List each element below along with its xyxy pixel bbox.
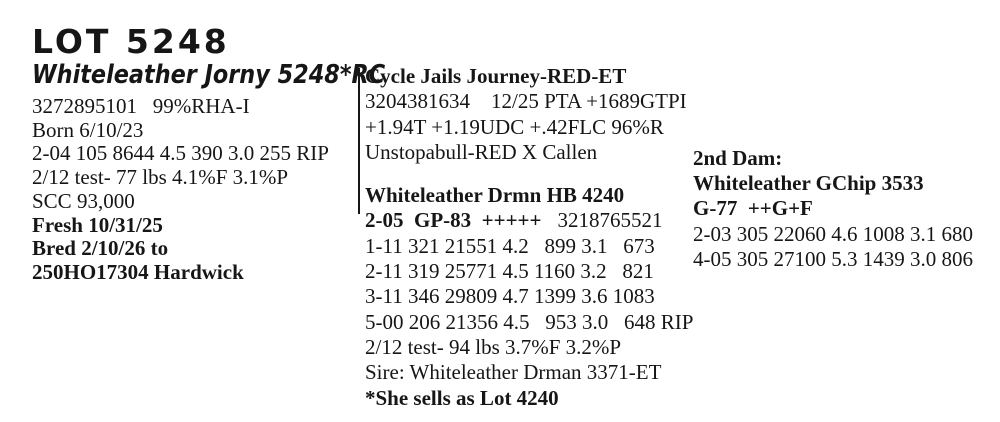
second-dam-record-line: 4-05 305 27100 5.3 1439 3.0 806 — [693, 246, 973, 271]
second-dam-heading: 2nd Dam: — [693, 146, 783, 170]
sire-reg-pta-line: 3204381634 12/25 PTA +1689GTPI — [365, 89, 687, 114]
sire-pedigree-line: Unstopabull-RED X Callen — [365, 139, 598, 164]
dam-block: Whiteleather Drmn HB 4240 2-05 GP-83 +++… — [365, 183, 695, 411]
dam-reg-number: 3218765521 — [557, 208, 663, 233]
pedigree-divider-line — [358, 68, 360, 214]
dam-sells-note: *She sells as Lot 4240 — [365, 385, 559, 410]
animal-bred-line: Bred 2/10/26 to — [32, 236, 169, 261]
dam-record-line: 3-11 346 29809 4.7 1399 3.6 1083 — [365, 284, 655, 309]
dam-record-line: 1-11 321 21551 4.2 899 3.1 673 — [365, 233, 655, 258]
animal-scc-line: SCC 93,000 — [32, 188, 135, 213]
lot-animal-section: LOT 5248 Whiteleather Jorny 5248*RC 3272… — [32, 22, 385, 285]
animal-reg-line: 3272895101 99%RHA-I — [32, 94, 250, 118]
second-dam-name: Whiteleather GChip 3533 — [693, 171, 924, 196]
animal-fresh-line: Fresh 10/31/25 — [32, 212, 163, 237]
dam-score: 2-05 GP-83 +++++ — [365, 208, 542, 233]
dam-record-line: 2-11 319 25771 4.5 1160 3.2 821 — [365, 259, 654, 284]
second-dam-section: 2nd Dam: Whiteleather GChip 3533 G-77 ++… — [693, 146, 993, 272]
dam-sire-line: Sire: Whiteleather Drman 3371-ET — [365, 360, 662, 385]
dam-test-line: 2/12 test- 94 lbs 3.7%F 3.2%P — [365, 334, 622, 359]
second-dam-score-line: G-77 ++G+F — [693, 196, 813, 221]
pedigree-section: Cycle Jails Journey-RED-ET 3204381634 12… — [365, 64, 695, 411]
animal-name: Whiteleather Jorny 5248*RC — [32, 60, 386, 90]
animal-record-line: 2-04 105 8644 4.5 390 3.0 255 RIP — [32, 141, 329, 166]
sire-traits-line: +1.94T +1.19UDC +.42FLC 96%R — [365, 114, 664, 139]
second-dam-record-line: 2-03 305 22060 4.6 1008 3.1 680 — [693, 221, 973, 246]
dam-record-line: 5-00 206 21356 4.5 953 3.0 648 RIP — [365, 309, 694, 334]
animal-service-sire-line: 250HO17304 Hardwick — [32, 259, 244, 284]
dam-score-line: 2-05 GP-83 +++++ 3218765521 — [365, 208, 695, 233]
animal-test-line: 2/12 test- 77 lbs 4.1%F 3.1%P — [32, 165, 289, 190]
sire-name: Cycle Jails Journey-RED-ET — [365, 64, 627, 88]
lot-number-heading: LOT 5248 — [32, 22, 230, 61]
sire-block: Cycle Jails Journey-RED-ET 3204381634 12… — [365, 64, 695, 165]
dam-name: Whiteleather Drmn HB 4240 — [365, 183, 625, 208]
animal-born-line: Born 6/10/23 — [32, 117, 144, 142]
animal-details: 3272895101 99%RHA-I Born 6/10/23 2-04 10… — [32, 94, 362, 285]
